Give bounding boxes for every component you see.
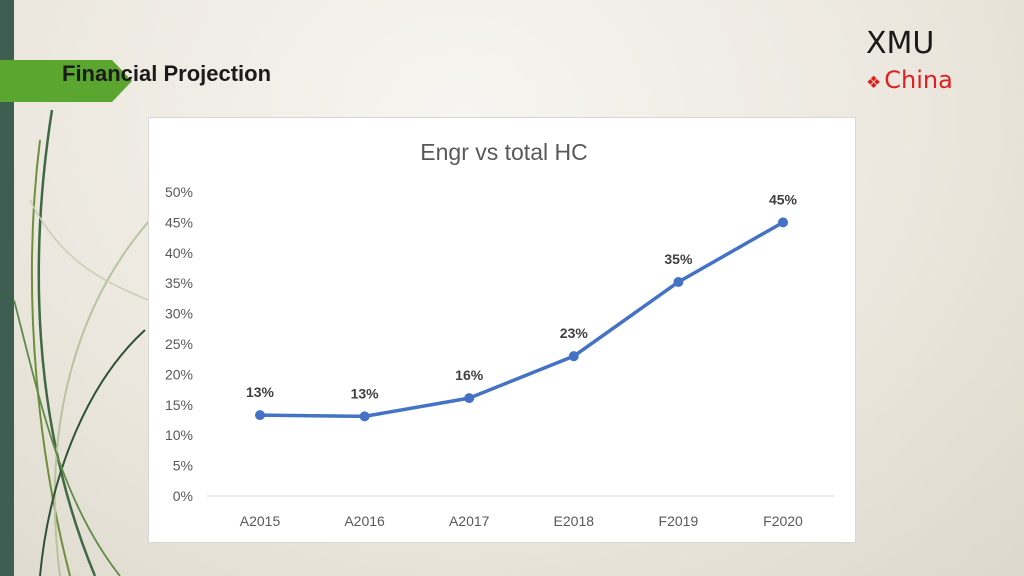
y-tick-label: 20% <box>165 366 193 382</box>
x-tick-label: F2020 <box>763 513 803 529</box>
line-chart: Engr vs total HC 0% 5% 10% 15% 20% 25% 30% 35% 4… <box>165 139 835 529</box>
brand-name: XMU <box>866 26 935 61</box>
y-tick-label: 5% <box>173 458 193 474</box>
y-tick-label: 30% <box>165 306 193 322</box>
y-tick-label: 0% <box>173 488 193 504</box>
y-tick-label: 35% <box>165 275 193 291</box>
brand-subtitle: ❖ China <box>866 66 953 94</box>
decorative-leaves <box>13 109 151 576</box>
x-tick-label: A2015 <box>240 513 281 529</box>
data-point <box>568 351 579 362</box>
page-title: Financial Projection <box>62 61 272 86</box>
left-accent-bar <box>0 0 14 576</box>
diamond-bullet-icon: ❖ <box>866 73 882 93</box>
y-tick-label: 45% <box>165 214 193 230</box>
title-tab <box>0 60 132 102</box>
chart-container: Engr vs total HC 0% 5% 10% 15% 20% 25% 30% 35% 4… <box>148 117 856 543</box>
x-tick-label: A2017 <box>449 513 490 529</box>
y-tick-label: 10% <box>165 427 193 443</box>
x-tick-label: A2016 <box>344 513 385 529</box>
data-label: 16% <box>455 367 484 383</box>
y-tick-label: 50% <box>165 184 193 200</box>
data-label: 35% <box>664 251 693 267</box>
x-tick-label: E2018 <box>554 513 595 529</box>
data-label: 23% <box>560 325 589 341</box>
y-tick-label: 25% <box>165 336 193 352</box>
data-point <box>464 393 475 404</box>
data-label: 45% <box>769 191 798 207</box>
y-tick-label: 15% <box>165 397 193 413</box>
series-line <box>258 220 785 419</box>
data-point <box>359 411 370 422</box>
x-tick-label: F2019 <box>659 513 699 529</box>
y-tick-label: 40% <box>165 245 193 261</box>
data-point <box>673 276 684 287</box>
data-point <box>778 217 788 228</box>
data-label: 13% <box>351 385 380 401</box>
brand-subtitle-text: China <box>884 66 953 94</box>
data-label: 13% <box>246 384 275 400</box>
chart-title: Engr vs total HC <box>420 139 587 165</box>
data-point <box>255 410 265 421</box>
